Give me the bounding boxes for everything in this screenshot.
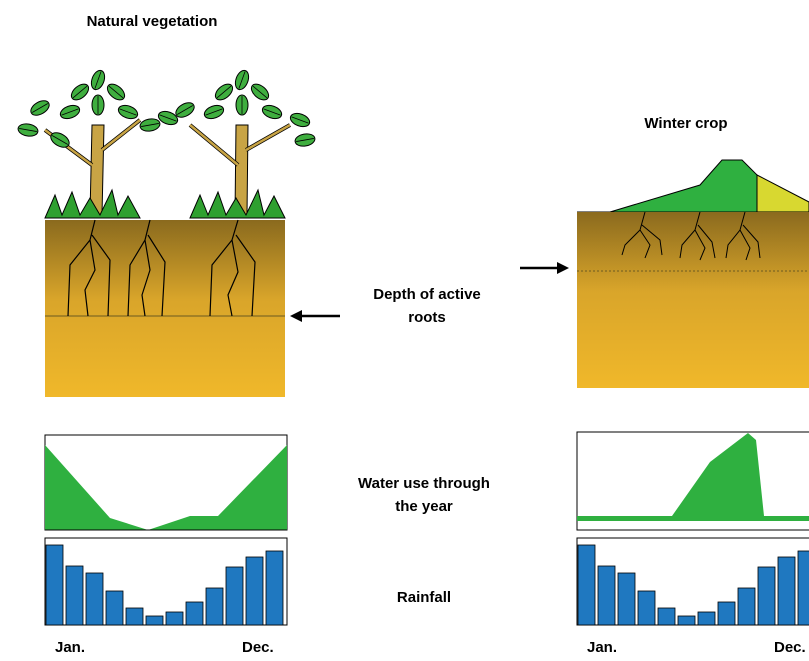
roots bbox=[621, 211, 761, 261]
roots bbox=[67, 219, 256, 317]
rainfall-bar bbox=[85, 572, 104, 626]
rainfall-bar bbox=[797, 550, 809, 626]
water-use bbox=[45, 445, 287, 530]
rainfall-bar bbox=[205, 587, 224, 626]
water-use bbox=[577, 433, 809, 521]
rainfall-bar bbox=[105, 590, 124, 626]
arrow bbox=[520, 262, 569, 274]
soil bbox=[45, 220, 285, 397]
rainfall-bar bbox=[637, 590, 656, 626]
panel-title: Natural vegetation bbox=[87, 13, 218, 30]
crop-ripe bbox=[756, 174, 809, 213]
axis-label: Jan. bbox=[55, 639, 85, 656]
label: Water use through bbox=[358, 475, 490, 492]
rainfall-bar bbox=[737, 587, 756, 626]
label: roots bbox=[408, 309, 446, 326]
crop bbox=[577, 159, 809, 213]
arrow bbox=[290, 310, 340, 322]
rainfall-bar bbox=[185, 601, 204, 626]
rainfall-bar bbox=[757, 566, 776, 626]
rainfall-bar bbox=[65, 565, 84, 626]
axis-label: Dec. bbox=[774, 639, 806, 656]
rainfall-bar bbox=[617, 572, 636, 626]
rainfall-bar bbox=[225, 566, 244, 626]
rainfall-bar bbox=[697, 611, 716, 626]
rainfall-bar bbox=[165, 611, 184, 626]
rainfall-bar bbox=[45, 544, 64, 626]
trees bbox=[16, 68, 317, 219]
rainfall-bar bbox=[657, 607, 676, 626]
rainfall-bar bbox=[597, 565, 616, 626]
label: Depth of active bbox=[373, 286, 481, 303]
rainfall-bar bbox=[265, 550, 284, 626]
rainfall-bar bbox=[245, 556, 264, 626]
rainfall-bar bbox=[577, 544, 596, 626]
axis-label: Dec. bbox=[242, 639, 274, 656]
rainfall-bar bbox=[777, 556, 796, 626]
rainfall-bar bbox=[145, 615, 164, 626]
panel-title: Winter crop bbox=[644, 115, 727, 132]
rainfall-bar bbox=[677, 615, 696, 626]
rainfall-bar bbox=[717, 601, 736, 626]
label: Rainfall bbox=[397, 589, 451, 606]
label: the year bbox=[395, 498, 453, 515]
soil bbox=[577, 212, 809, 388]
axis-label: Jan. bbox=[587, 639, 617, 656]
rainfall-bar bbox=[125, 607, 144, 626]
